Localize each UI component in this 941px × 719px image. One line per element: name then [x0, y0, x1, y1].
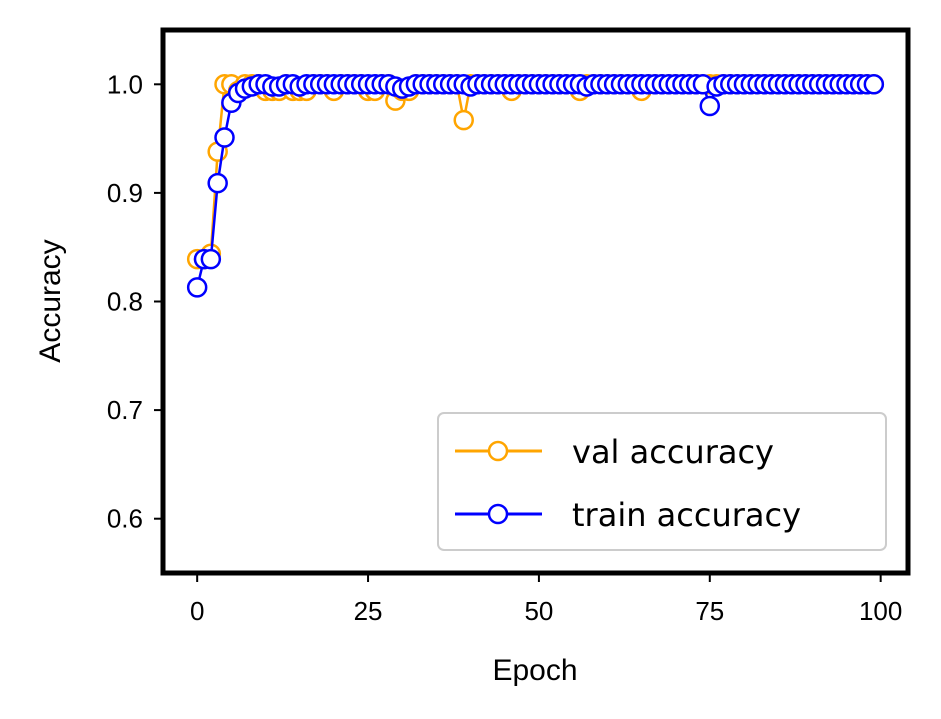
legend-train-marker [487, 503, 509, 525]
legend: val accuracy train accuracy [437, 412, 887, 551]
data-point-train [200, 248, 222, 270]
y-tick-label: 0.9 [107, 178, 143, 208]
data-point-train [207, 172, 228, 194]
legend-train-label: train accuracy [572, 496, 801, 534]
data-point-train [186, 277, 208, 298]
legend-box [437, 412, 887, 551]
x-tick-label: 25 [354, 596, 383, 626]
data-point-train [699, 95, 721, 117]
x-tick-label: 50 [524, 596, 553, 626]
y-tick-label: 0.8 [107, 287, 143, 317]
x-axis-label: Epoch [492, 654, 577, 687]
y-tick-label: 0.6 [107, 504, 143, 534]
y-tick-label: 0.7 [107, 395, 143, 425]
series-train-accuracy [186, 74, 885, 298]
series-layer [186, 74, 885, 298]
legend-val-label: val accuracy [572, 433, 774, 471]
data-point-train [863, 74, 885, 95]
x-tick-label: 100 [859, 596, 902, 626]
y-tick-label: 1.0 [107, 69, 143, 99]
y-axis: 0.6 0.7 0.8 0.9 1.0 [107, 69, 163, 534]
legend-val-marker [487, 440, 509, 462]
x-tick-label: 75 [695, 596, 724, 626]
x-tick-label: 0 [190, 596, 204, 626]
y-axis-label: Accuracy [34, 239, 67, 362]
data-point-val [453, 109, 474, 131]
x-axis: 0 25 50 75 100 [190, 573, 902, 626]
data-point-train [214, 127, 235, 148]
